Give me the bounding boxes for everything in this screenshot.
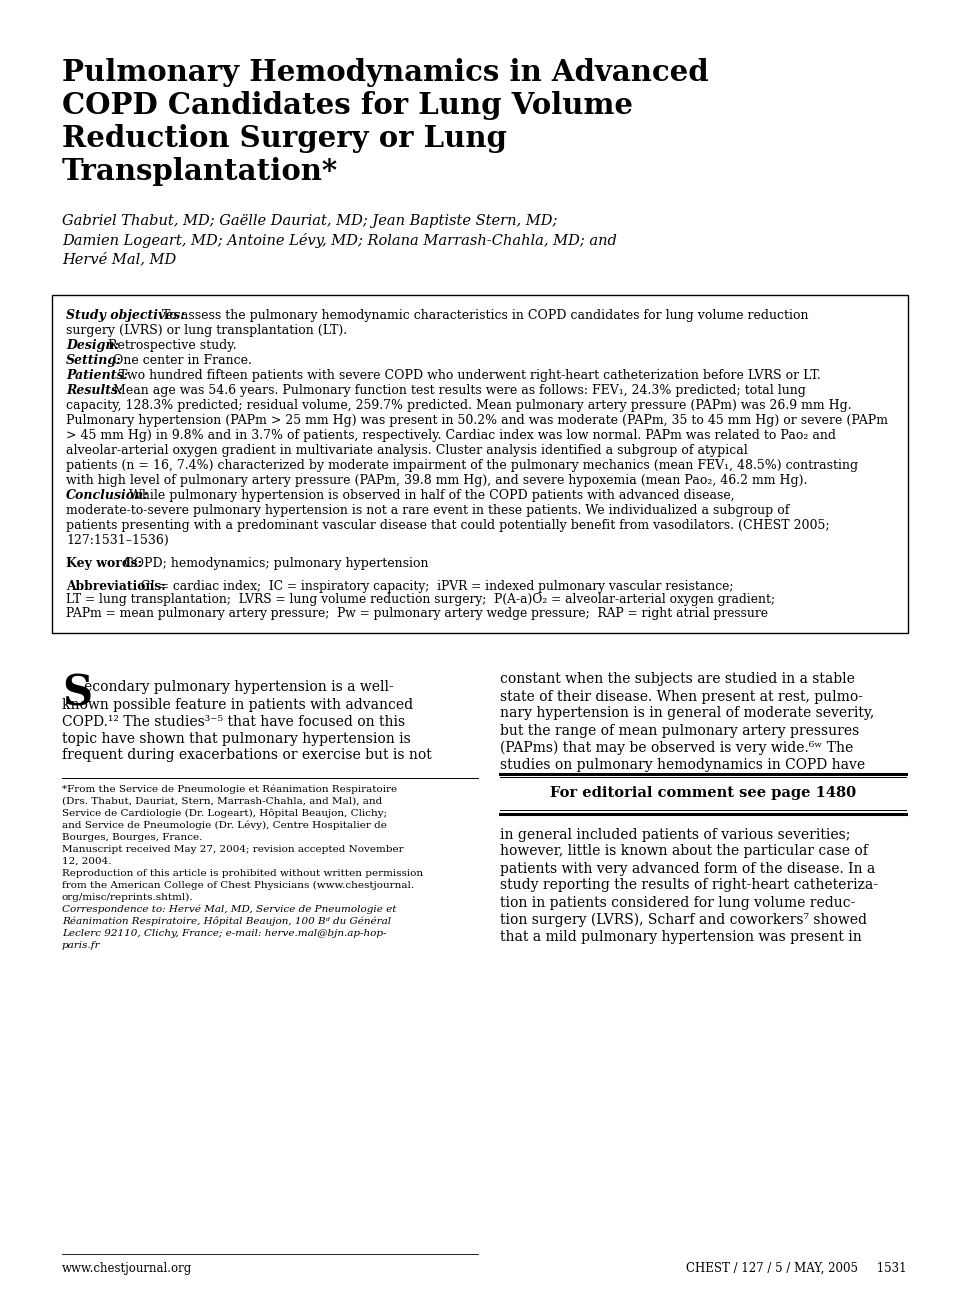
Text: Transplantation*: Transplantation* (62, 157, 338, 186)
Text: known possible feature in patients with advanced: known possible feature in patients with … (62, 698, 413, 712)
Text: COPD Candidates for Lung Volume: COPD Candidates for Lung Volume (62, 92, 633, 120)
Text: nary hypertension is in general of moderate severity,: nary hypertension is in general of moder… (500, 707, 875, 721)
Text: For editorial comment see page 1480: For editorial comment see page 1480 (550, 787, 856, 801)
Text: Reduction Surgery or Lung: Reduction Surgery or Lung (62, 124, 507, 154)
Bar (52, 295, 908, 632)
Text: One center in France.: One center in France. (109, 353, 252, 366)
Text: however, little is known about the particular case of: however, little is known about the parti… (500, 845, 868, 859)
Text: and Service de Pneumologie (Dr. Lévy), Centre Hospitalier de: and Service de Pneumologie (Dr. Lévy), C… (62, 820, 387, 829)
Text: patients presenting with a predominant vascular disease that could potentially b: patients presenting with a predominant v… (66, 519, 829, 531)
Text: frequent during exacerbations or exercise but is not: frequent during exacerbations or exercis… (62, 748, 432, 762)
Text: Service de Cardiologie (Dr. Logeart), Hôpital Beaujon, Clichy;: Service de Cardiologie (Dr. Logeart), Hô… (62, 809, 387, 818)
Text: moderate-to-severe pulmonary hypertension is not a rare event in these patients.: moderate-to-severe pulmonary hypertensio… (66, 504, 789, 517)
Text: LT = lung transplantation;  LVRS = lung volume reduction surgery;  P(A-a)O₂ = al: LT = lung transplantation; LVRS = lung v… (66, 593, 775, 606)
Text: Reproduction of this article is prohibited without written permission: Reproduction of this article is prohibit… (62, 868, 423, 877)
Text: Correspondence to: Hervé Mal, MD, Service de Pneumologie et: Correspondence to: Hervé Mal, MD, Servic… (62, 904, 396, 915)
Text: patients with very advanced form of the disease. In a: patients with very advanced form of the … (500, 862, 876, 876)
Text: Gabriel Thabut, MD; Gaëlle Dauriat, MD; Jean Baptiste Stern, MD;: Gabriel Thabut, MD; Gaëlle Dauriat, MD; … (62, 214, 558, 228)
Text: (Drs. Thabut, Dauriat, Stern, Marrash-Chahla, and Mal), and: (Drs. Thabut, Dauriat, Stern, Marrash-Ch… (62, 796, 382, 805)
Text: capacity, 128.3% predicted; residual volume, 259.7% predicted. Mean pulmonary ar: capacity, 128.3% predicted; residual vol… (66, 399, 852, 412)
Text: study reporting the results of right-heart catheteriza-: study reporting the results of right-hea… (500, 878, 878, 893)
Text: While pulmonary hypertension is observed in half of the COPD patients with advan: While pulmonary hypertension is observed… (126, 489, 735, 502)
Text: PAPm = mean pulmonary artery pressure;  Pw = pulmonary artery wedge pressure;  R: PAPm = mean pulmonary artery pressure; P… (66, 608, 768, 620)
Text: org/misc/reprints.shtml).: org/misc/reprints.shtml). (62, 893, 194, 902)
Text: Leclerc 92110, Clichy, France; e-mail: herve.mal@bjn.ap-hop-: Leclerc 92110, Clichy, France; e-mail: h… (62, 929, 387, 938)
Text: COPD; hemodynamics; pulmonary hypertension: COPD; hemodynamics; pulmonary hypertensi… (120, 557, 428, 570)
Text: Two hundred fifteen patients with severe COPD who underwent right-heart catheter: Two hundred fifteen patients with severe… (114, 369, 821, 382)
Text: constant when the subjects are studied in a stable: constant when the subjects are studied i… (500, 672, 854, 686)
Text: > 45 mm Hg) in 9.8% and in 3.7% of patients, respectively. Cardiac index was low: > 45 mm Hg) in 9.8% and in 3.7% of patie… (66, 430, 836, 442)
Text: tion in patients considered for lung volume reduc-: tion in patients considered for lung vol… (500, 895, 855, 909)
Text: CHEST / 127 / 5 / MAY, 2005     1531: CHEST / 127 / 5 / MAY, 2005 1531 (685, 1262, 906, 1275)
Text: www.chestjournal.org: www.chestjournal.org (62, 1262, 192, 1275)
Text: that a mild pulmonary hypertension was present in: that a mild pulmonary hypertension was p… (500, 930, 862, 943)
Text: S: S (62, 672, 92, 715)
Text: Mean age was 54.6 years. Pulmonary function test results were as follows: FEV₁, : Mean age was 54.6 years. Pulmonary funct… (109, 384, 806, 397)
Text: Key words:: Key words: (66, 557, 142, 570)
Text: econdary pulmonary hypertension is a well-: econdary pulmonary hypertension is a wel… (84, 681, 394, 694)
Text: paris.fr: paris.fr (62, 940, 101, 949)
Text: Bourges, Bourges, France.: Bourges, Bourges, France. (62, 832, 203, 841)
Text: with high level of pulmonary artery pressure (PAPm, 39.8 mm Hg), and severe hypo: with high level of pulmonary artery pres… (66, 473, 807, 488)
Text: topic have shown that pulmonary hypertension is: topic have shown that pulmonary hyperten… (62, 731, 411, 746)
Text: but the range of mean pulmonary artery pressures: but the range of mean pulmonary artery p… (500, 724, 859, 738)
Text: patients (n = 16, 7.4%) characterized by moderate impairment of the pulmonary me: patients (n = 16, 7.4%) characterized by… (66, 459, 858, 472)
Text: Pulmonary Hemodynamics in Advanced: Pulmonary Hemodynamics in Advanced (62, 58, 708, 86)
Text: Damien Logeart, MD; Antoine Lévy, MD; Rolana Marrash-Chahla, MD; and: Damien Logeart, MD; Antoine Lévy, MD; Ro… (62, 233, 617, 248)
Text: from the American College of Chest Physicians (www.chestjournal.: from the American College of Chest Physi… (62, 881, 414, 890)
Text: To assess the pulmonary hemodynamic characteristics in COPD candidates for lung : To assess the pulmonary hemodynamic char… (157, 310, 808, 322)
Text: Study objectives:: Study objectives: (66, 310, 185, 322)
Text: *From the Service de Pneumologie et Réanimation Respiratoire: *From the Service de Pneumologie et Réan… (62, 784, 397, 795)
Text: tion surgery (LVRS), Scharf and coworkers⁷ showed: tion surgery (LVRS), Scharf and coworker… (500, 912, 867, 928)
Text: Abbreviations:: Abbreviations: (66, 580, 166, 593)
Text: Pulmonary hypertension (PAPm > 25 mm Hg) was present in 50.2% and was moderate (: Pulmonary hypertension (PAPm > 25 mm Hg)… (66, 414, 888, 427)
Text: alveolar-arterial oxygen gradient in multivariate analysis. Cluster analysis ide: alveolar-arterial oxygen gradient in mul… (66, 444, 748, 457)
Text: Results:: Results: (66, 384, 123, 397)
Text: studies on pulmonary hemodynamics in COPD have: studies on pulmonary hemodynamics in COP… (500, 757, 865, 771)
Text: Réanimation Respiratoire, Hôpital Beaujon, 100 Bᵈ du Général: Réanimation Respiratoire, Hôpital Beaujo… (62, 916, 391, 926)
Text: COPD.¹² The studies³⁻⁵ that have focused on this: COPD.¹² The studies³⁻⁵ that have focused… (62, 715, 405, 729)
Text: surgery (LVRS) or lung transplantation (LT).: surgery (LVRS) or lung transplantation (… (66, 324, 348, 337)
Text: Conclusion:: Conclusion: (66, 489, 149, 502)
Text: 12, 2004.: 12, 2004. (62, 857, 111, 866)
Text: (PAPms) that may be observed is very wide.⁶ʷ The: (PAPms) that may be observed is very wid… (500, 740, 853, 755)
Text: Patients:: Patients: (66, 369, 128, 382)
Text: state of their disease. When present at rest, pulmo-: state of their disease. When present at … (500, 689, 863, 703)
Text: 127:1531–1536): 127:1531–1536) (66, 534, 169, 547)
Text: Setting:: Setting: (66, 353, 122, 366)
Text: in general included patients of various severities;: in general included patients of various … (500, 827, 851, 841)
Text: Design:: Design: (66, 339, 119, 352)
Text: Manuscript received May 27, 2004; revision accepted November: Manuscript received May 27, 2004; revisi… (62, 845, 403, 854)
Text: Retrospective study.: Retrospective study. (104, 339, 236, 352)
Text: Hervé Mal, MD: Hervé Mal, MD (62, 252, 177, 266)
Text: CI = cardiac index;  IC = inspiratory capacity;  iPVR = indexed pulmonary vascul: CI = cardiac index; IC = inspiratory cap… (137, 580, 733, 593)
